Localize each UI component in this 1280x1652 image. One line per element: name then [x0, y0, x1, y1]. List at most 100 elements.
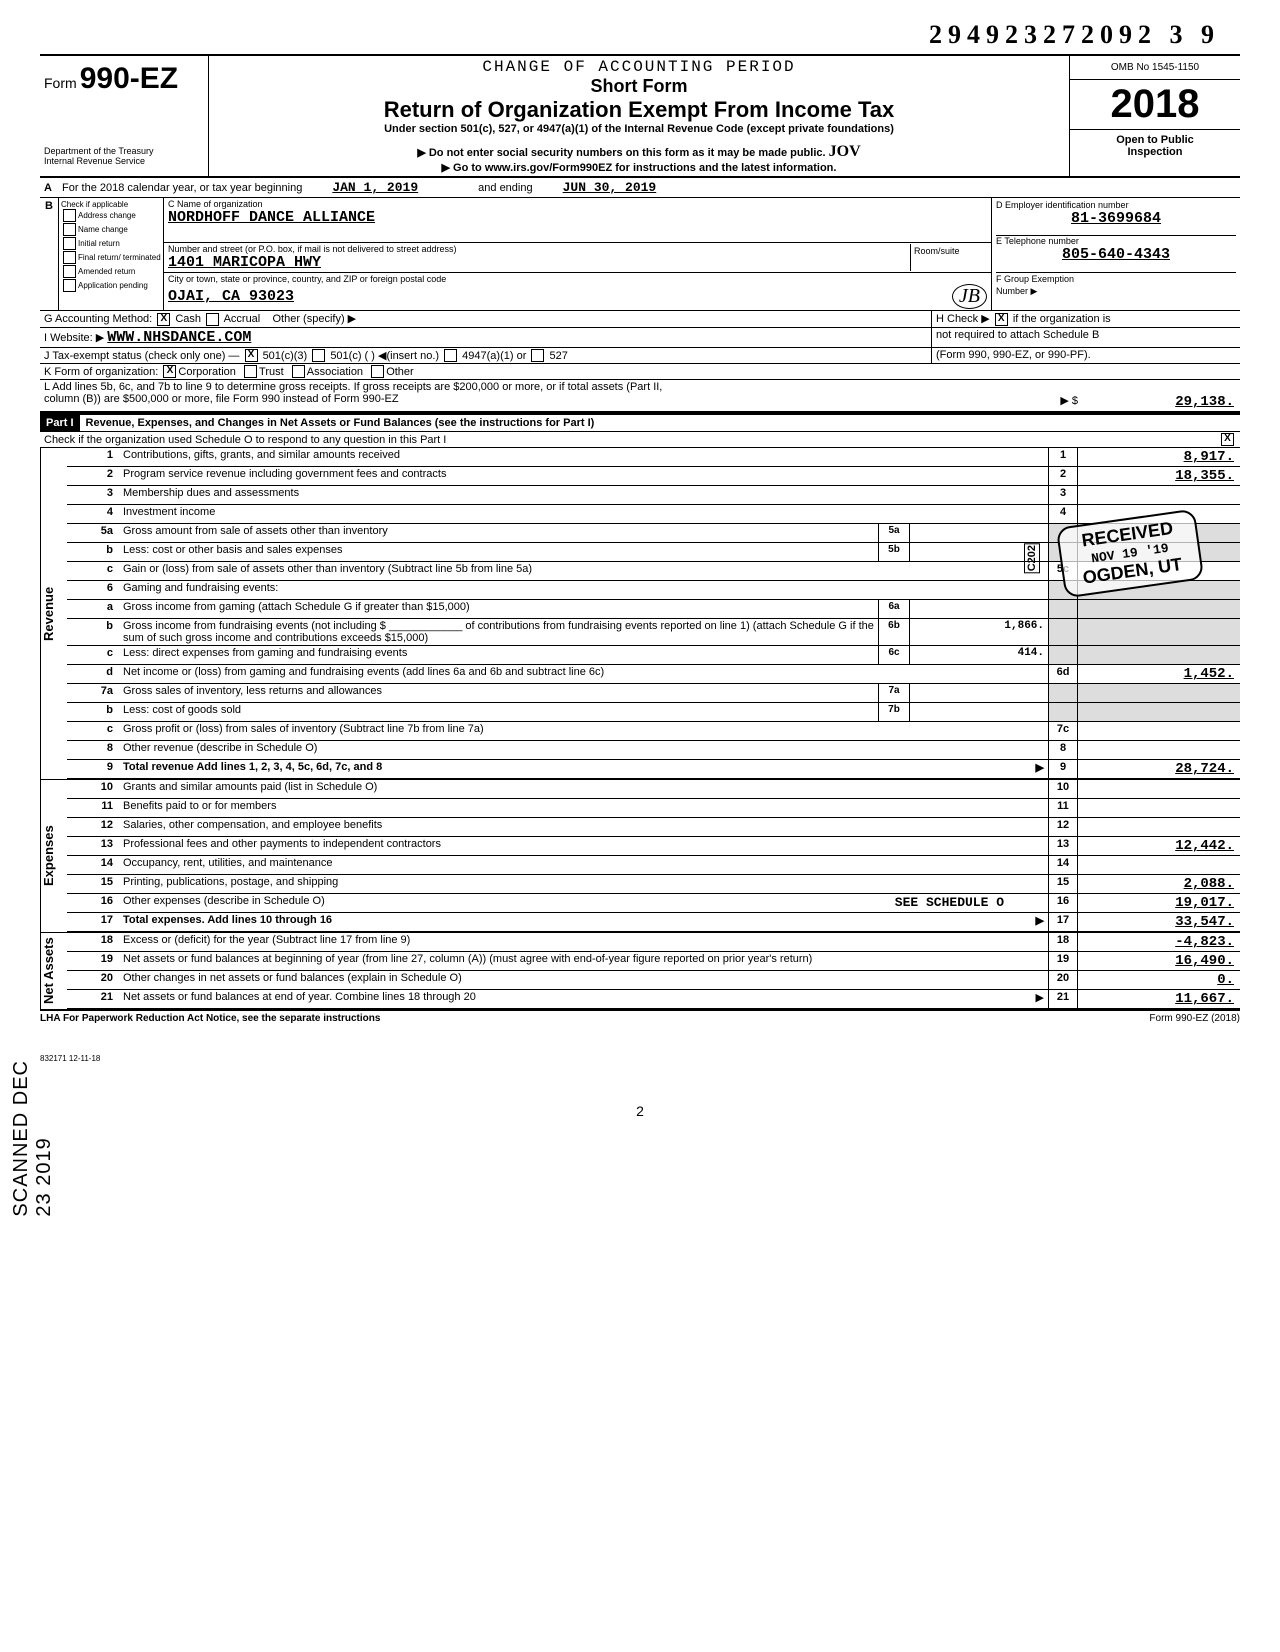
org-name: NORDHOFF DANCE ALLIANCE — [168, 209, 987, 226]
line-row: 7aGross sales of inventory, less returns… — [67, 684, 1240, 703]
subtitle: Under section 501(c), 527, or 4947(a)(1)… — [215, 123, 1063, 135]
line-description: Printing, publications, postage, and shi… — [119, 875, 1048, 893]
line-number: 1 — [67, 448, 119, 466]
line-row: 4Investment income4 — [67, 505, 1240, 524]
line-k-label: K Form of organization: — [44, 366, 158, 378]
checkbox-cash[interactable]: X — [157, 313, 170, 326]
line-amount: -4,823. — [1077, 933, 1240, 951]
sub-line-value — [909, 703, 1048, 721]
line-number: 16 — [67, 894, 119, 912]
city-state-zip: OJAI, CA 93023 — [168, 288, 294, 305]
line-description: Benefits paid to or for members — [119, 799, 1048, 817]
right-line-number: 4 — [1048, 505, 1077, 523]
line-description: Other expenses (describe in Schedule O)S… — [119, 894, 1048, 912]
room-label: Room/suite — [914, 246, 960, 256]
stamped-number: 294923272092 3 9 — [40, 20, 1240, 50]
checkbox-schedule-o[interactable]: X — [1221, 433, 1234, 446]
schedule-o-check-text: Check if the organization used Schedule … — [44, 434, 1219, 446]
checkbox-corp[interactable]: X — [163, 365, 176, 378]
right-line-number: 7c — [1048, 722, 1077, 740]
form-header: Form 990-EZ Department of the Treasury I… — [40, 54, 1240, 178]
line-number: 3 — [67, 486, 119, 504]
line-row: 8Other revenue (describe in Schedule O)8 — [67, 741, 1240, 760]
line-amount — [1077, 486, 1240, 504]
line-number: 12 — [67, 818, 119, 836]
checkbox-sched-b[interactable]: X — [995, 313, 1008, 326]
line-number: b — [67, 619, 119, 645]
line-description: Grants and similar amounts paid (list in… — [119, 780, 1048, 798]
sub-line-value: 414. — [909, 646, 1048, 664]
f-group-label: F Group Exemption — [996, 274, 1074, 284]
change-period: CHANGE OF ACCOUNTING PERIOD — [215, 58, 1063, 76]
line-description: Professional fees and other payments to … — [119, 837, 1048, 855]
sub-line-label: 7a — [878, 684, 909, 702]
line-row: 2Program service revenue including gover… — [67, 467, 1240, 486]
line-number: 21 — [67, 990, 119, 1008]
checkbox-assoc[interactable] — [292, 365, 305, 378]
checkbox-final-return[interactable] — [63, 251, 76, 264]
part-1-label: Part I — [40, 415, 80, 431]
tax-year-begin: JAN 1, 2019 — [332, 180, 418, 195]
checkbox-501c3[interactable]: X — [245, 349, 258, 362]
checkbox-initial-return[interactable] — [63, 237, 76, 250]
street-address: 1401 MARICOPA HWY — [168, 254, 910, 271]
right-line-number: 1 — [1048, 448, 1077, 466]
phone-value: 805-640-4343 — [996, 246, 1236, 263]
checkbox-accrual[interactable] — [206, 313, 219, 326]
page-number: 2 — [40, 1103, 1240, 1119]
checkbox-address-change[interactable] — [63, 209, 76, 222]
line-j-tail: (Form 990, 990-EZ, or 990-PF). — [936, 349, 1091, 361]
gross-receipts: 29,138. — [1078, 380, 1240, 411]
tax-year: 2018 — [1070, 80, 1240, 130]
line-description: Less: cost of goods sold — [119, 703, 878, 721]
checkbox-name-change[interactable] — [63, 223, 76, 236]
line-row: cLess: direct expenses from gaming and f… — [67, 646, 1240, 665]
right-line-number: 3 — [1048, 486, 1077, 504]
line-row: 9Total revenue Add lines 1, 2, 3, 4, 5c,… — [67, 760, 1240, 779]
sub-line-label: 6a — [878, 600, 909, 618]
line-row: 12Salaries, other compensation, and empl… — [67, 818, 1240, 837]
line-amount: 33,547. — [1077, 913, 1240, 931]
city-label: City or town, state or province, country… — [168, 274, 987, 284]
line-description: Occupancy, rent, utilities, and maintena… — [119, 856, 1048, 874]
line-l-text1: L Add lines 5b, 6c, and 7b to line 9 to … — [44, 381, 1014, 393]
line-number: d — [67, 665, 119, 683]
line-a-label: A — [44, 182, 62, 194]
checkbox-trust[interactable] — [244, 365, 257, 378]
right-line-number: 9 — [1048, 760, 1077, 778]
line-g-label: G Accounting Method: — [44, 313, 152, 325]
expenses-vlabel: Expenses — [40, 780, 67, 932]
form-prefix: Form — [44, 75, 77, 91]
right-line-number: 6d — [1048, 665, 1077, 683]
omb-number: OMB No 1545-1150 — [1070, 56, 1240, 80]
line-description: Other revenue (describe in Schedule O) — [119, 741, 1048, 759]
open-to-public: Open to Public — [1074, 134, 1236, 146]
section-b-label: B — [40, 198, 59, 310]
right-line-number: 8 — [1048, 741, 1077, 759]
line-amount: 19,017. — [1077, 894, 1240, 912]
line-description: Contributions, gifts, grants, and simila… — [119, 448, 1048, 466]
checkbox-app-pending[interactable] — [63, 279, 76, 292]
checkbox-527[interactable] — [531, 349, 544, 362]
checkbox-4947[interactable] — [444, 349, 457, 362]
line-description: Gross income from fundraising events (no… — [119, 619, 878, 645]
checkbox-amended[interactable] — [63, 265, 76, 278]
line-extra-text: SEE SCHEDULE O — [895, 895, 1004, 910]
checkbox-other-org[interactable] — [371, 365, 384, 378]
c202-stamp: C202 — [1024, 543, 1040, 573]
inspection-label: Inspection — [1074, 146, 1236, 158]
line-number: c — [67, 562, 119, 580]
line-number: 7a — [67, 684, 119, 702]
e-phone-label: E Telephone number — [996, 236, 1236, 246]
main-title: Return of Organization Exempt From Incom… — [215, 97, 1063, 123]
checkbox-501c[interactable] — [312, 349, 325, 362]
line-number: 18 — [67, 933, 119, 951]
line-row: 14Occupancy, rent, utilities, and mainte… — [67, 856, 1240, 875]
right-line-number: 2 — [1048, 467, 1077, 485]
line-description: Less: cost or other basis and sales expe… — [119, 543, 878, 561]
f-number-label: Number ▶ — [996, 286, 1037, 296]
line-amount — [1077, 722, 1240, 740]
dept-irs: Internal Revenue Service — [44, 156, 204, 166]
line-row: 17Total expenses. Add lines 10 through 1… — [67, 913, 1240, 932]
right-line-number: 16 — [1048, 894, 1077, 912]
